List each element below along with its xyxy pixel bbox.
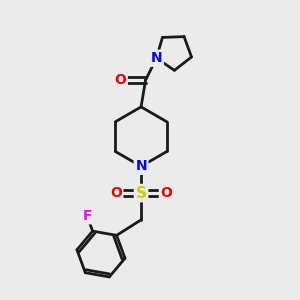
Text: N: N (135, 159, 147, 173)
Text: O: O (114, 73, 126, 87)
Text: F: F (82, 209, 92, 223)
Text: O: O (160, 186, 172, 200)
Text: O: O (110, 186, 122, 200)
Text: S: S (136, 186, 147, 201)
Text: N: N (151, 51, 162, 65)
